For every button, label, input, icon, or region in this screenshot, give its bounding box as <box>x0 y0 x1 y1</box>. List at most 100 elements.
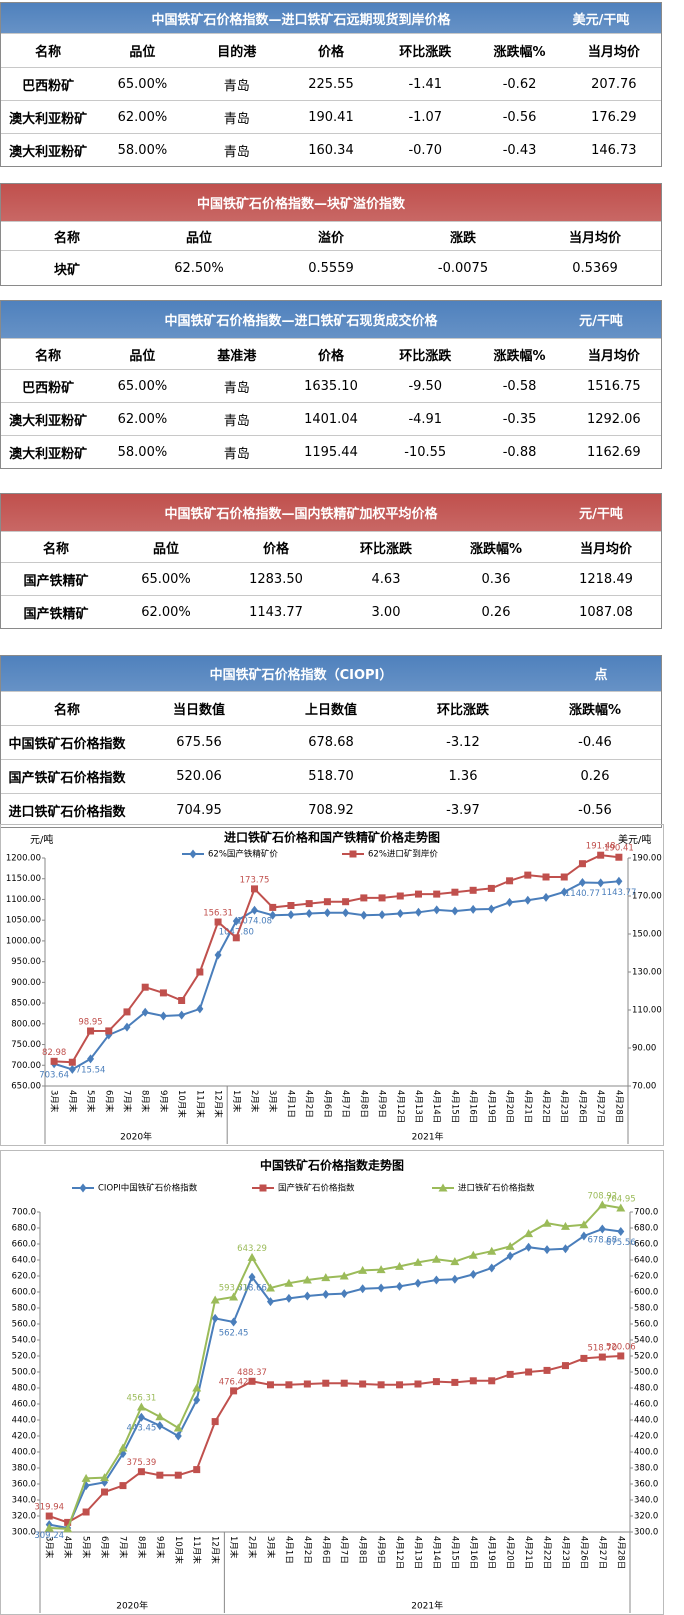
data-label: 678.68 <box>587 1236 617 1246</box>
x-tick-label: 4月16日 <box>468 1536 478 1569</box>
data-point <box>192 1383 202 1392</box>
column-header: 名称 <box>53 230 80 246</box>
table-row: 澳大利亚粉矿 58.00% 青岛 160.34 -0.70 -0.43 146.73 <box>1 133 661 166</box>
column-header: 品位 <box>152 541 179 557</box>
y2-tick-label: 90.00 <box>632 1044 656 1054</box>
data-label: 562.45 <box>219 1329 249 1339</box>
table-panel: 中国铁矿石价格指数—国内铁精矿加权平均价格 元/干吨 名称 品位 价格 环比涨跌 涨跌幅% 当… <box>0 493 662 629</box>
x-tick-label: 7月末 <box>117 1536 128 1559</box>
data-label: 520.06 <box>606 1342 636 1352</box>
table-cell: -0.35 <box>502 411 537 427</box>
x-tick-label: 4月22日 <box>542 1536 552 1569</box>
x-tick-label: 4月7日 <box>340 1090 350 1118</box>
x-tick-label: 4月19日 <box>486 1536 496 1569</box>
data-label: 703.64 <box>39 1070 69 1080</box>
table-unit: 点 <box>594 668 608 683</box>
table-cell: -0.46 <box>578 735 612 750</box>
x-group-label: 2021年 <box>411 1600 443 1612</box>
table-cell: 中国铁矿石价格指数 <box>8 737 126 752</box>
y2-tick-label: 620.0 <box>634 1272 658 1282</box>
table-cell: -0.58 <box>502 378 537 394</box>
table-cell: 澳大利亚粉矿 <box>9 413 88 429</box>
data-point <box>232 916 240 926</box>
data-point <box>155 1412 165 1421</box>
data-point <box>413 1257 423 1266</box>
data-point <box>45 1512 53 1520</box>
y2-tick-label: 460.0 <box>634 1400 658 1410</box>
header-row: 名称 品位 基准港 价格 环比涨跌 涨跌幅% 当月均价 <box>1 338 661 369</box>
table-row: 国产铁矿石价格指数 520.06 518.70 1.36 0.26 <box>1 759 661 793</box>
data-point <box>617 1352 625 1360</box>
data-point <box>525 1368 533 1376</box>
column-header: 涨跌幅% <box>493 45 546 60</box>
series-line <box>53 880 619 1071</box>
data-point <box>269 903 277 911</box>
data-point <box>616 1203 626 1212</box>
data-point <box>543 1245 551 1255</box>
data-point <box>303 1291 311 1301</box>
column-header: 名称 <box>42 541 69 557</box>
y2-tick-label: 520.0 <box>634 1352 658 1362</box>
data-point <box>173 1423 183 1432</box>
table-row: 巴西粉矿 65.00% 青岛 1635.10 -9.50 -0.58 1516.75 <box>1 369 661 402</box>
table-cell: 1087.08 <box>579 604 633 620</box>
data-label: 98.95 <box>78 1017 102 1027</box>
data-point <box>214 950 222 960</box>
data-point <box>487 1246 497 1255</box>
data-point <box>506 1370 514 1378</box>
x-tick-label: 4月20日 <box>505 1536 515 1569</box>
column-header: 涨跌幅% <box>493 348 546 364</box>
data-point <box>302 1275 312 1284</box>
data-point <box>506 877 514 885</box>
table-cell: -10.55 <box>404 444 447 460</box>
data-point <box>469 1377 477 1385</box>
y-tick-label: 540.0 <box>12 1336 36 1346</box>
table-cell: -3.97 <box>446 803 480 818</box>
y2-tick-label: 700.0 <box>634 1208 658 1218</box>
y2-tick-label: 540.0 <box>634 1336 658 1346</box>
table-cell: 1143.77 <box>249 604 303 620</box>
data-point <box>323 898 331 906</box>
table-cell: 0.26 <box>481 604 511 620</box>
data-point <box>561 1244 569 1254</box>
y-tick-label: 460.0 <box>12 1400 36 1410</box>
data-point <box>159 1011 167 1021</box>
x-tick-label: 4月8日 <box>358 1090 368 1118</box>
column-header: 当月均价 <box>579 541 632 557</box>
x-tick-label: 4月15日 <box>449 1090 459 1123</box>
column-header: 名称 <box>35 45 62 60</box>
x-tick-label: 7月末 <box>121 1090 132 1113</box>
table-cell: -0.62 <box>502 76 537 92</box>
data-point <box>64 1518 72 1526</box>
x-tick-label: 4月1日 <box>283 1536 293 1564</box>
y-tick-label: 1100.00 <box>6 895 41 905</box>
data-label: 488.37 <box>237 1368 267 1378</box>
data-point <box>196 968 204 976</box>
x-tick-label: 3月末 <box>267 1090 278 1113</box>
table-cell: 1635.10 <box>304 378 358 394</box>
y2-tick-label: 560.0 <box>634 1320 658 1330</box>
data-point <box>615 876 623 886</box>
data-point <box>395 1261 405 1270</box>
data-point <box>340 1379 348 1387</box>
data-point <box>451 888 459 896</box>
data-point <box>81 1473 91 1482</box>
data-point <box>105 1027 113 1035</box>
data-point <box>303 1380 311 1388</box>
x-tick-label: 6月末 <box>99 1536 110 1559</box>
x-tick-label: 4月2日 <box>302 1536 312 1564</box>
x-tick-label: 4月6日 <box>322 1090 332 1118</box>
column-header: 品位 <box>185 230 212 246</box>
table-cell: 块矿 <box>53 262 80 278</box>
data-point <box>524 895 532 905</box>
table-cell: 1218.49 <box>579 571 633 587</box>
data-point <box>287 902 295 909</box>
data-point <box>285 1381 293 1389</box>
y2-tick-label: 440.0 <box>634 1416 658 1426</box>
column-header: 品位 <box>129 348 156 364</box>
column-header: 上日数值 <box>304 703 357 718</box>
table-cell: 巴西粉矿 <box>22 380 75 396</box>
data-point <box>597 851 605 859</box>
table-cell: -0.88 <box>502 444 537 460</box>
table-cell: 1.36 <box>448 769 478 784</box>
